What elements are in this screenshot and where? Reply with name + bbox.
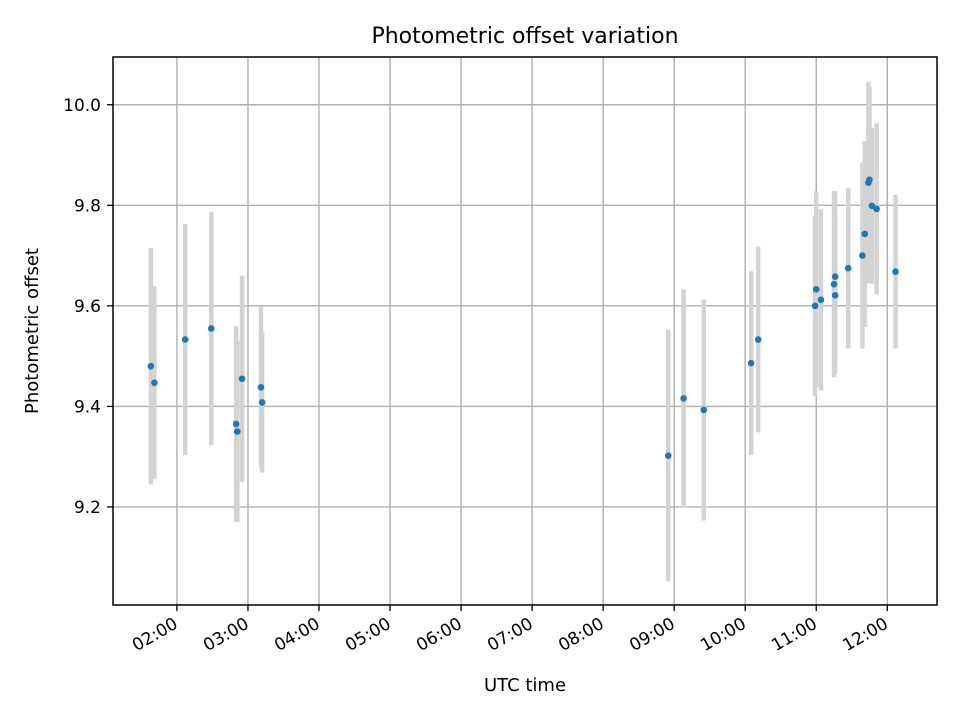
data-point xyxy=(747,359,755,367)
data-point xyxy=(754,336,762,343)
data-point xyxy=(232,420,240,428)
x-tick-label: 04:00 xyxy=(271,614,323,656)
x-tick-label: 08:00 xyxy=(555,614,607,656)
x-tick-label: 12:00 xyxy=(839,614,891,656)
data-point xyxy=(680,395,687,402)
data-point xyxy=(868,202,876,210)
data-point xyxy=(817,296,825,304)
x-tick-label: 03:00 xyxy=(200,614,252,656)
data-point xyxy=(866,176,873,183)
grid xyxy=(113,57,937,605)
y-axis-label: Photometric offset xyxy=(22,248,43,414)
data-point xyxy=(664,452,672,459)
x-tick-label: 07:00 xyxy=(484,614,536,656)
x-axis-label: UTC time xyxy=(484,675,566,696)
y-tick-label: 10.0 xyxy=(63,96,101,116)
data-point xyxy=(257,384,265,391)
plot-area-frame xyxy=(112,56,938,606)
x-tick-label: 09:00 xyxy=(626,614,678,656)
y-tick-label: 9.8 xyxy=(74,196,101,216)
data-point xyxy=(207,325,215,332)
chart-title: Photometric offset variation xyxy=(371,24,678,49)
data-point xyxy=(844,264,852,272)
data-point xyxy=(147,362,155,370)
y-tick-label: 9.6 xyxy=(74,297,101,317)
data-point xyxy=(859,252,866,259)
data-point xyxy=(238,375,246,383)
data-point xyxy=(151,379,158,387)
x-tick-label: 02:00 xyxy=(129,614,181,656)
y-tick-label: 9.4 xyxy=(74,397,101,417)
data-points xyxy=(147,176,899,459)
x-axis-ticks: 02:00 03:00 04:00 05:00 06:00 07:00 08:00 09:00… xyxy=(129,605,892,656)
data-point xyxy=(830,280,838,288)
data-point xyxy=(234,428,241,435)
data-point xyxy=(812,285,820,293)
data-point xyxy=(892,268,899,275)
data-point xyxy=(873,205,880,213)
x-tick-label: 10:00 xyxy=(697,614,749,656)
data-point xyxy=(861,230,869,238)
x-tick-label: 06:00 xyxy=(413,614,465,656)
data-point xyxy=(831,273,839,281)
x-tick-label: 11:00 xyxy=(768,614,820,656)
data-point xyxy=(181,336,189,343)
data-point xyxy=(258,399,266,406)
data-point xyxy=(831,292,839,299)
x-tick-label: 05:00 xyxy=(342,614,394,656)
y-tick-label: 9.2 xyxy=(74,498,101,518)
data-point xyxy=(700,406,708,414)
y-axis-ticks: 9.2 9.4 9.6 9.8 10.0 xyxy=(63,96,113,518)
data-point xyxy=(811,302,819,310)
